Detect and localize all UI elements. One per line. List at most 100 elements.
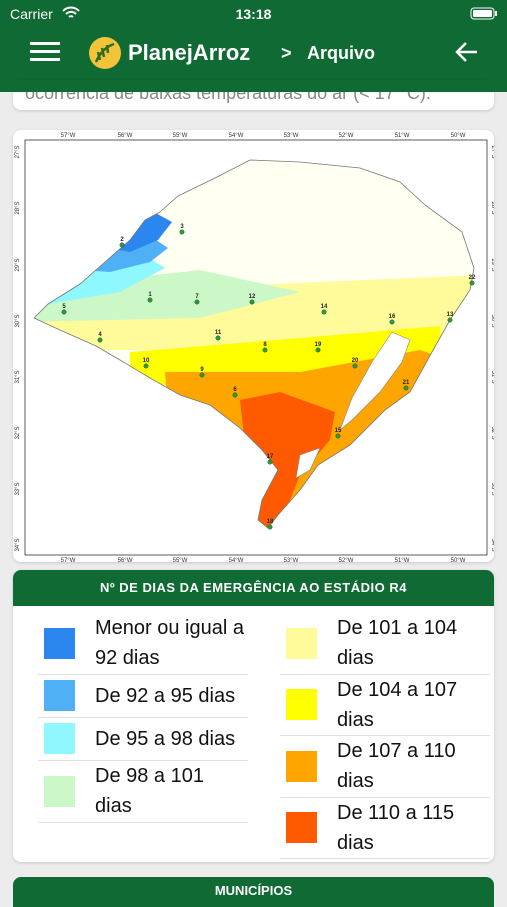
legend-label: De 95 a 98 dias — [95, 727, 236, 750]
station-number: 22 — [469, 275, 476, 281]
station-number: 15 — [335, 428, 342, 434]
section-title: Arquivo — [307, 43, 376, 63]
station-number: 17 — [267, 454, 274, 460]
legend-item: De 107 a 110 dias — [280, 735, 490, 798]
legend-label: De 107 a 110 dias — [337, 740, 456, 792]
legend-item: De 98 a 101 dias — [38, 760, 248, 823]
latitude-label: 28°S — [490, 201, 494, 214]
longitude-label: 53°W — [284, 133, 299, 139]
station-number: 8 — [263, 342, 267, 348]
clock: 13:18 — [235, 6, 272, 22]
legend-swatch — [286, 812, 317, 843]
legend-label: De 110 a 115 dias — [337, 801, 455, 854]
station-number: 20 — [352, 358, 359, 364]
legend-swatch — [286, 750, 317, 782]
menu-button[interactable] — [30, 40, 60, 64]
station-number: 18 — [267, 519, 274, 525]
longitude-label: 54°W — [229, 558, 244, 562]
station-dot — [194, 299, 200, 305]
legend-item: De 101 a 104 dias — [280, 612, 490, 675]
longitude-label: 57°W — [61, 558, 76, 562]
legend-label: De 92 a 95 dias — [95, 684, 236, 707]
station-dot — [249, 299, 255, 305]
legend-label: De 104 a 107 dias — [337, 678, 458, 731]
station-dot — [232, 392, 238, 398]
header-edge — [0, 80, 507, 92]
station-dot — [403, 385, 409, 391]
station-number: 7 — [195, 294, 199, 300]
station-dot — [469, 280, 475, 286]
longitude-label: 53°W — [284, 558, 299, 562]
breadcrumb-separator: > — [281, 43, 292, 63]
station-number: 19 — [315, 342, 322, 348]
lagoon-south — [295, 447, 321, 479]
station-dot — [143, 363, 149, 369]
legend-swatch — [44, 775, 75, 807]
latitude-label: 29°S — [15, 258, 21, 271]
longitude-label: 57°W — [61, 133, 76, 139]
longitude-label: 55°W — [173, 133, 188, 139]
station-dot — [352, 363, 358, 369]
latitude-label: 32°S — [490, 426, 494, 439]
station-number: 6 — [233, 387, 237, 393]
longitude-label: 50°W — [451, 133, 466, 139]
app-header: Carrier 13:18 PlanejArroz > Arquivo — [0, 0, 507, 92]
station-dot — [199, 372, 205, 378]
back-button[interactable] — [455, 41, 479, 63]
map-card: 57°W 57°W 56°W 56°W 55°W 55°W 54°W 54°W 53°W 53°W… — [13, 130, 496, 564]
station-dot — [119, 242, 125, 248]
station-number: 3 — [180, 224, 184, 230]
station-number: 4 — [98, 332, 102, 338]
station-dot — [61, 309, 67, 315]
legend-item: De 92 a 95 dias — [38, 674, 248, 718]
station-number: 9 — [200, 367, 204, 373]
legend-swatch — [44, 627, 75, 659]
station-number: 12 — [249, 294, 256, 300]
wifi-icon — [62, 6, 80, 18]
legend-swatch — [286, 627, 317, 659]
legend-swatch — [286, 689, 317, 720]
lagoon — [339, 331, 411, 431]
latitude-label: 27°S — [15, 145, 21, 158]
carrier: Carrier — [10, 6, 53, 22]
longitude-label: 56°W — [118, 558, 133, 562]
map: 57°W 57°W 56°W 56°W 55°W 55°W 54°W 54°W 53°W 53°W… — [15, 133, 496, 564]
station-number: 16 — [389, 314, 396, 320]
longitude-label: 52°W — [339, 133, 354, 139]
latitude-label: 33°S — [490, 482, 494, 495]
longitude-label: 54°W — [229, 133, 244, 139]
legend-swatch — [44, 680, 75, 711]
station-dot — [147, 297, 153, 303]
latitude-label: 34°S — [490, 538, 494, 551]
latitude-label: 31°S — [490, 370, 494, 383]
station-dot — [447, 317, 453, 323]
legend-item: Menor ou igual a 92 dias — [38, 612, 248, 675]
latitude-label: 27°S — [490, 145, 494, 158]
longitude-label: 51°W — [395, 558, 410, 562]
legend-label: De 98 a 101 dias — [95, 765, 204, 817]
municipios-header[interactable]: MUNICÍPIOS — [13, 877, 494, 907]
latitude-label: 34°S — [15, 538, 21, 551]
latitude-label: 32°S — [15, 426, 21, 439]
legend-title: Nº DE DIAS DA EMERGÊNCIA AO ESTÁDIO R4 — [13, 570, 494, 606]
station-dot — [267, 524, 273, 530]
longitude-label: 52°W — [339, 558, 354, 562]
legend-label: Menor ou igual a 92 dias — [95, 617, 244, 669]
station-number: 11 — [215, 330, 222, 336]
station-number: 10 — [143, 358, 150, 364]
legend-card: Nº DE DIAS DA EMERGÊNCIA AO ESTÁDIO R4 M… — [13, 570, 494, 862]
app-name: PlanejArroz — [128, 40, 251, 65]
latitude-label: 30°S — [490, 314, 494, 327]
longitude-label: 55°W — [173, 558, 188, 562]
station-number: 21 — [403, 380, 410, 386]
latitude-label: 29°S — [490, 258, 494, 271]
station-number: 2 — [120, 237, 124, 243]
latitude-label: 31°S — [15, 370, 21, 383]
legend-item: De 104 a 107 dias — [280, 674, 490, 736]
legend-item: De 95 a 98 dias — [38, 717, 248, 761]
app-logo — [89, 37, 121, 69]
station-number: 5 — [62, 304, 66, 310]
station-dot — [179, 229, 185, 235]
station-dot — [267, 459, 273, 465]
